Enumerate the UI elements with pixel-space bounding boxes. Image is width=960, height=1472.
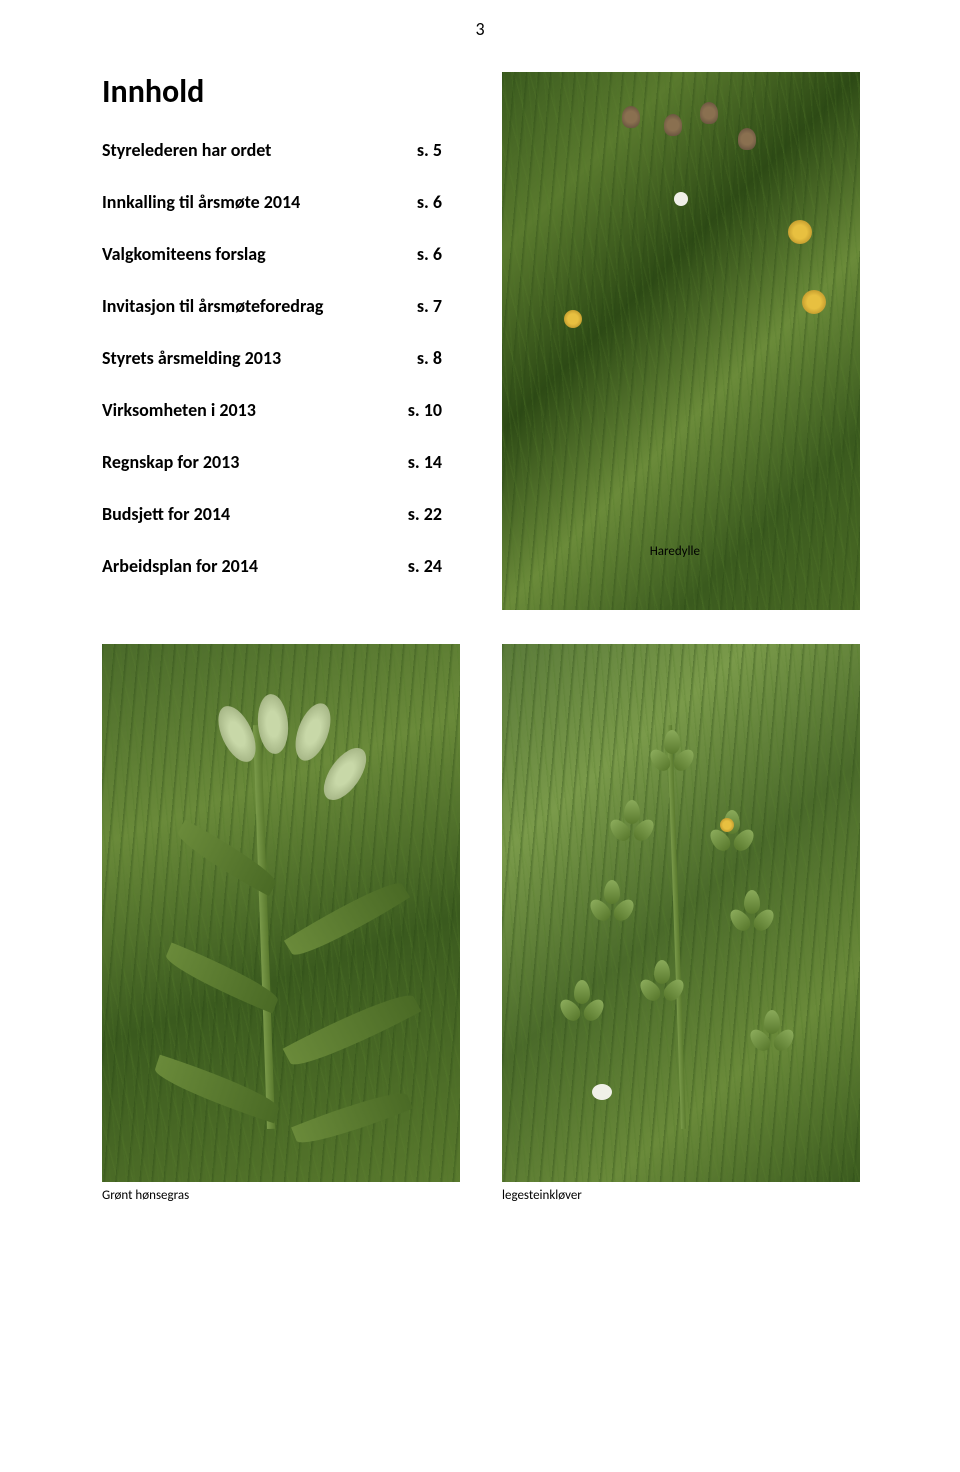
toc-entry: Styrelederen har ordet s. 5 (102, 139, 442, 161)
trifoliate-leaf-icon (652, 734, 692, 774)
photo-caption-gront-honsegras: Grønt hønsegras (102, 1188, 189, 1203)
photo-legesteinklover (502, 644, 860, 1182)
flower-yellow-icon (788, 220, 812, 244)
trifoliate-leaf-icon (562, 984, 602, 1024)
toc-entry-label: Regnskap for 2013 (102, 451, 239, 473)
flower-yellow-icon (802, 290, 826, 314)
photo-caption-legesteinklover: legesteinkløver (502, 1188, 582, 1203)
toc-entry-label: Innkalling til årsmøte 2014 (102, 191, 300, 213)
photo-gront-honsegras (102, 644, 460, 1182)
plant-bud-icon (622, 106, 640, 128)
trifoliate-leaf-icon (612, 804, 652, 844)
toc-entry-page: s. 10 (408, 399, 442, 421)
trifoliate-leaf-icon (732, 894, 772, 934)
toc-entry-label: Arbeidsplan for 2014 (102, 555, 258, 577)
toc-entry-label: Virksomheten i 2013 (102, 399, 256, 421)
toc-entry: Budsjett for 2014 s. 22 (102, 503, 442, 525)
toc-entry-page: s. 14 (408, 451, 442, 473)
toc-entry-label: Styrets årsmelding 2013 (102, 347, 281, 369)
toc-entry-page: s. 7 (417, 295, 442, 317)
toc-entry: Styrets årsmelding 2013 s. 8 (102, 347, 442, 369)
toc-title: Innhold (102, 72, 470, 111)
toc-entry-label: Styrelederen har ordet (102, 139, 271, 161)
toc-entry-label: Valgkomiteens forslag (102, 243, 266, 265)
page-number: 3 (0, 18, 960, 40)
flower-white-icon (674, 192, 688, 206)
toc-entry: Valgkomiteens forslag s. 6 (102, 243, 442, 265)
toc-entry: Innkalling til årsmøte 2014 s. 6 (102, 191, 442, 213)
toc-entry-page: s. 24 (408, 555, 442, 577)
toc-entry-page: s. 6 (417, 191, 442, 213)
photo-haredylle (502, 72, 860, 610)
content-area: Innhold Styrelederen har ordet s. 5 Innk… (102, 72, 860, 607)
grass-texture (502, 72, 860, 610)
table-of-contents: Innhold Styrelederen har ordet s. 5 Innk… (102, 72, 470, 607)
toc-entry-page: s. 8 (417, 347, 442, 369)
trifoliate-leaf-icon (642, 964, 682, 1004)
trifoliate-leaf-icon (592, 884, 632, 924)
toc-entry-label: Budsjett for 2014 (102, 503, 230, 525)
toc-entry-page: s. 6 (417, 243, 442, 265)
plant-bud-icon (664, 114, 682, 136)
toc-entry: Arbeidsplan for 2014 s. 24 (102, 555, 442, 577)
toc-entry: Virksomheten i 2013 s. 10 (102, 399, 442, 421)
flower-yellow-icon (564, 310, 582, 328)
plant-bud-icon (700, 102, 718, 124)
photo-caption-haredylle: Haredylle (650, 544, 700, 559)
toc-entry-page: s. 22 (408, 503, 442, 525)
toc-entry: Regnskap for 2013 s. 14 (102, 451, 442, 473)
toc-entry-label: Invitasjon til årsmøteforedrag (102, 295, 323, 317)
toc-entry-page: s. 5 (417, 139, 442, 161)
trifoliate-leaf-icon (752, 1014, 792, 1054)
flower-yellow-icon (720, 818, 734, 832)
plant-bud-icon (738, 128, 756, 150)
flower-white-icon (592, 1084, 612, 1100)
toc-entry: Invitasjon til årsmøteforedrag s. 7 (102, 295, 442, 317)
